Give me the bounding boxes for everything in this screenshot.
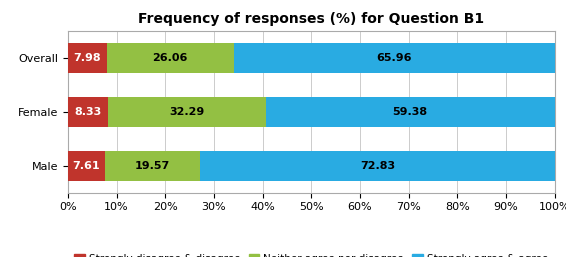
Bar <box>68 97 109 127</box>
Bar <box>234 43 555 73</box>
Text: 19.57: 19.57 <box>135 161 170 171</box>
Legend: Strongly disagree & disagree, Neither agree nor disagree, Strongly agree & agree: Strongly disagree & disagree, Neither ag… <box>70 250 552 257</box>
Text: 59.38: 59.38 <box>393 107 428 117</box>
Title: Frequency of responses (%) for Question B1: Frequency of responses (%) for Question … <box>138 12 484 25</box>
Text: 32.29: 32.29 <box>169 107 205 117</box>
Bar <box>109 97 265 127</box>
Text: 7.61: 7.61 <box>72 161 100 171</box>
Text: 8.33: 8.33 <box>75 107 102 117</box>
Text: 72.83: 72.83 <box>360 161 395 171</box>
Bar <box>68 151 105 181</box>
Bar <box>200 151 555 181</box>
Text: 7.98: 7.98 <box>74 53 101 63</box>
Text: 26.06: 26.06 <box>152 53 188 63</box>
Bar <box>107 43 234 73</box>
Bar <box>105 151 200 181</box>
Text: 65.96: 65.96 <box>376 53 412 63</box>
Bar <box>265 97 555 127</box>
Bar <box>68 43 107 73</box>
